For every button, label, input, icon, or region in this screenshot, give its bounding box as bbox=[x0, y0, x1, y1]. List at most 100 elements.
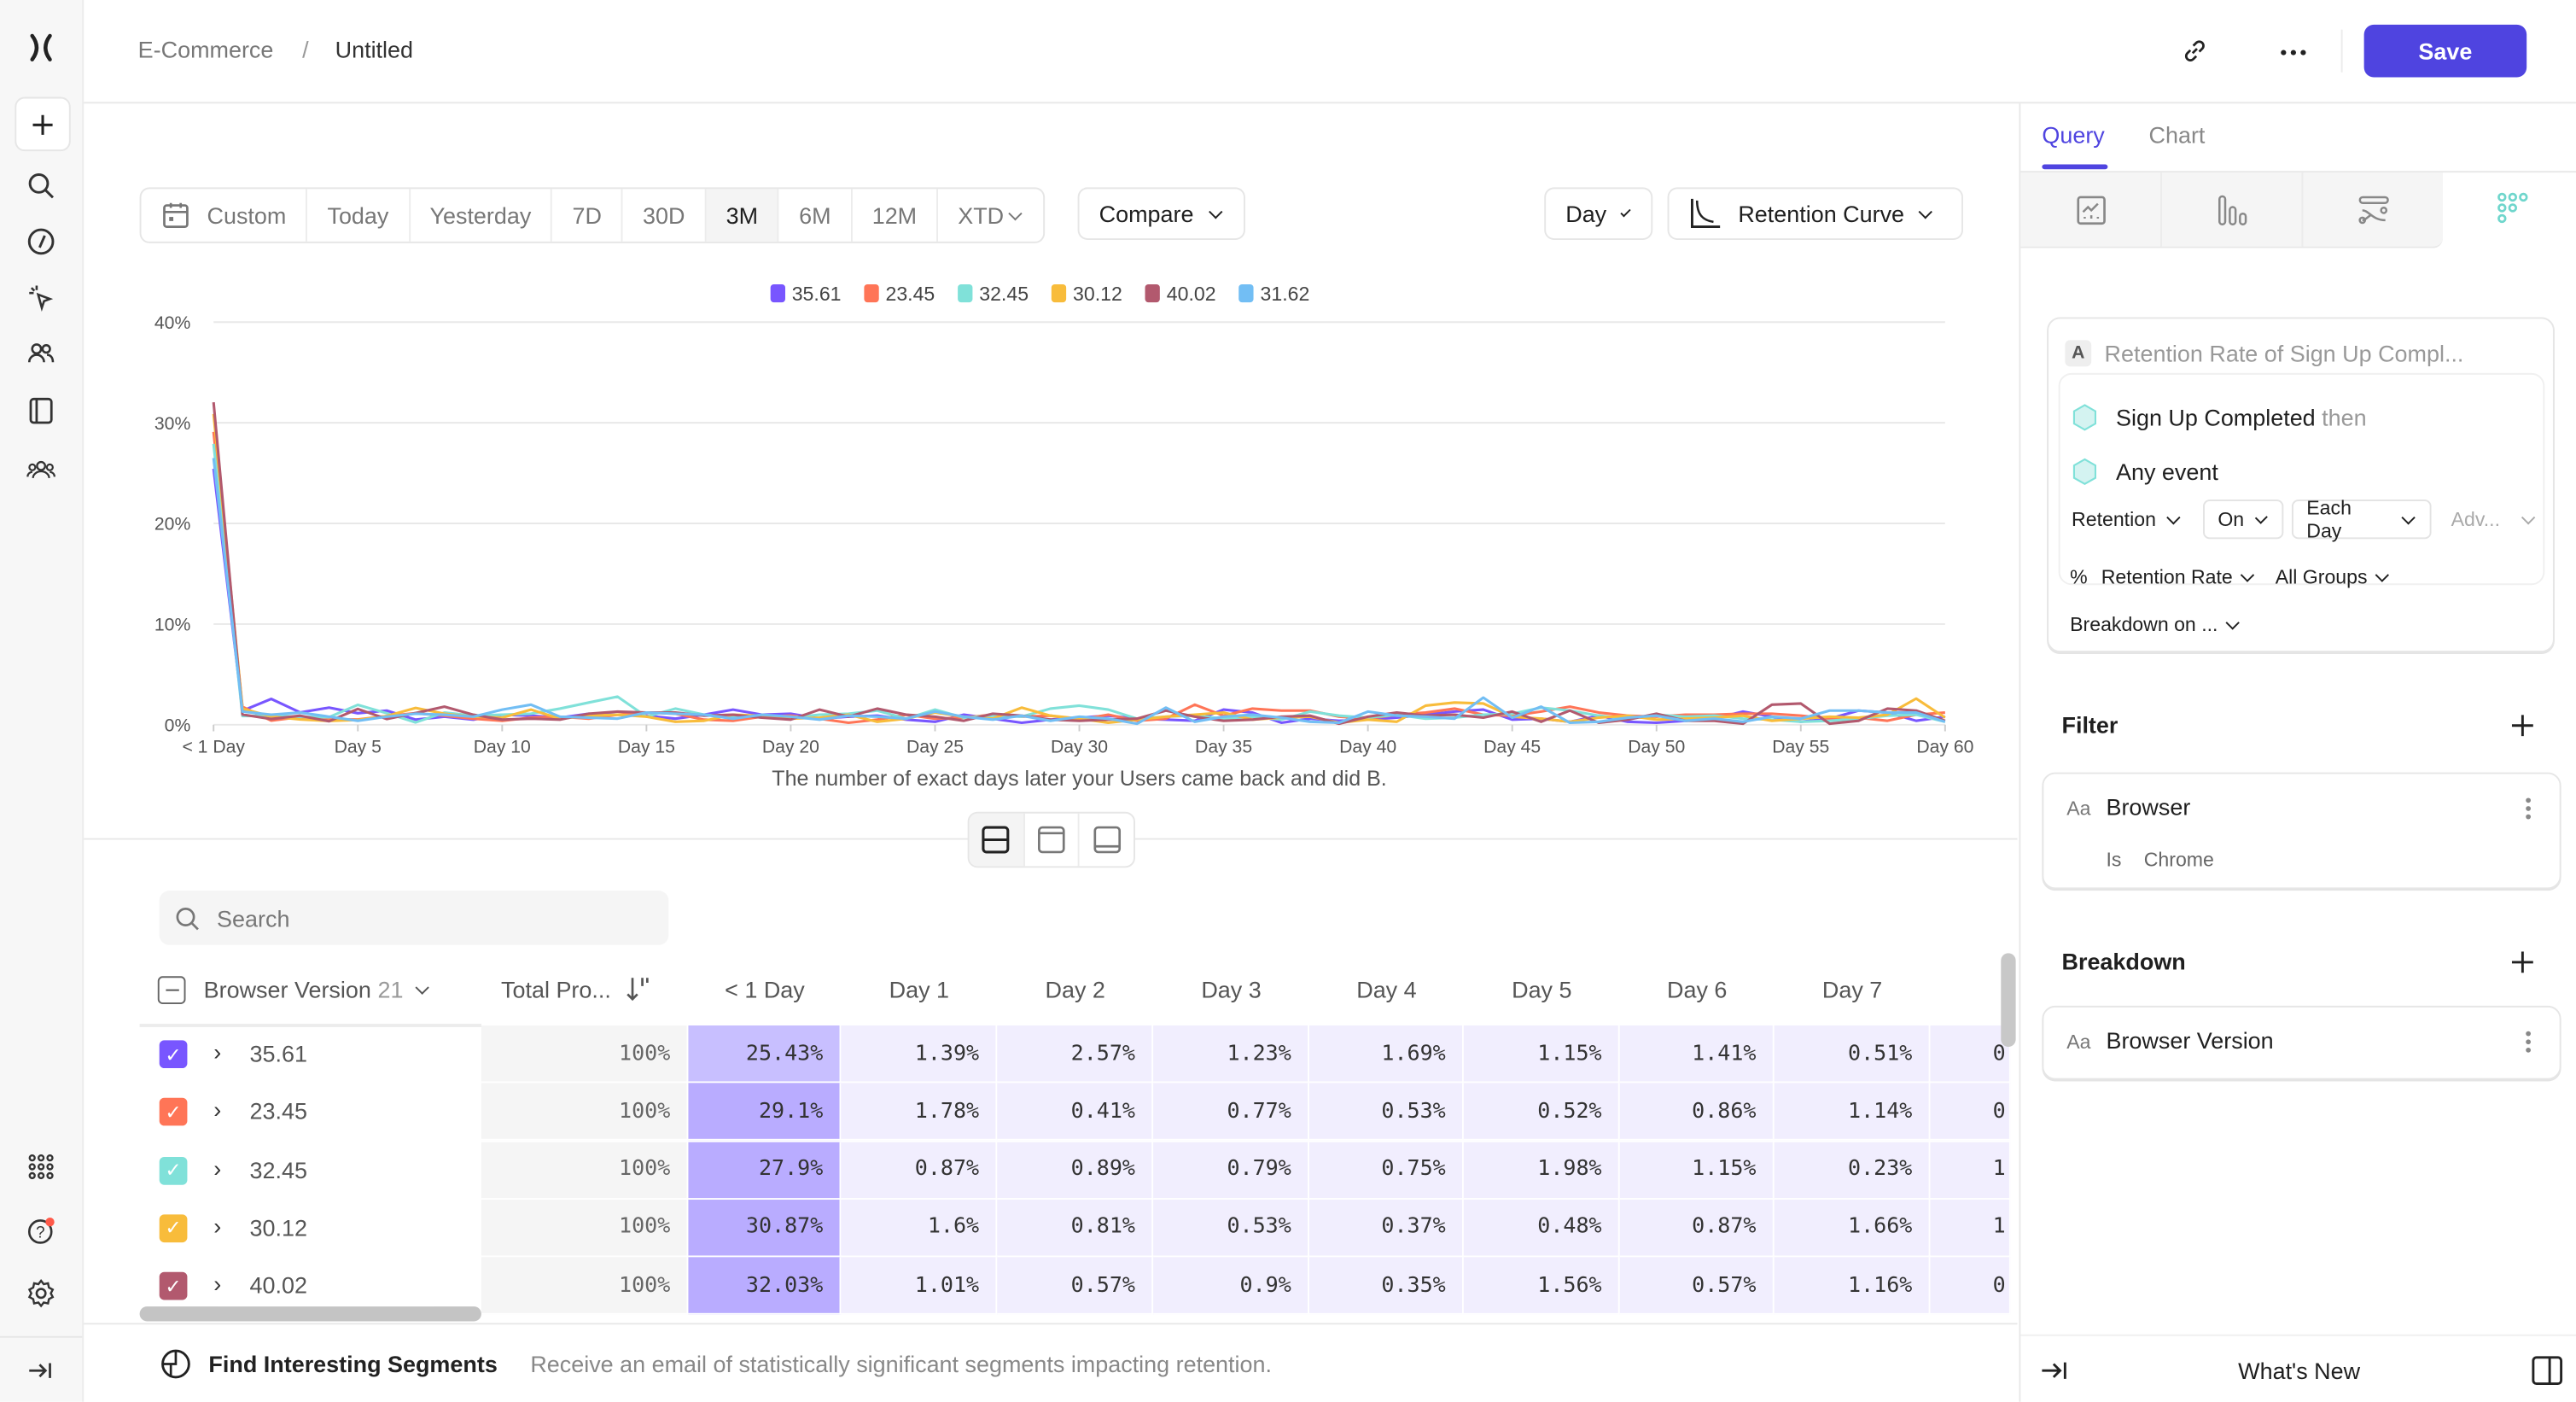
series-line-31.62[interactable] bbox=[212, 458, 1946, 726]
date-range-6m[interactable]: 6M bbox=[779, 189, 853, 242]
series-line-23.45[interactable] bbox=[212, 431, 1945, 725]
row-checkbox[interactable]: ✓ bbox=[159, 1156, 188, 1184]
breadcrumb-project[interactable]: E-Commerce bbox=[137, 36, 274, 63]
compare-dropdown[interactable]: Compare bbox=[1077, 187, 1245, 241]
book-icon[interactable] bbox=[21, 391, 61, 430]
row-checkbox[interactable]: ✓ bbox=[159, 1098, 188, 1126]
link-icon[interactable] bbox=[2180, 36, 2212, 68]
search-input[interactable] bbox=[213, 903, 632, 933]
breadcrumb-report[interactable]: Untitled bbox=[335, 36, 414, 63]
layout-split-button[interactable] bbox=[969, 813, 1025, 867]
each-day-dropdown[interactable]: Each Day bbox=[2291, 496, 2432, 542]
help-icon[interactable]: ? bbox=[21, 1212, 61, 1251]
date-range-12m[interactable]: 12M bbox=[853, 189, 939, 242]
insights-button[interactable] bbox=[2020, 172, 2162, 247]
sort-descending-icon[interactable] bbox=[624, 976, 650, 1002]
retention-type-dropdown[interactable]: Retention bbox=[2072, 508, 2183, 531]
expand-row-chevron-icon[interactable]: › bbox=[213, 1271, 222, 1297]
funnels-button[interactable] bbox=[2162, 172, 2304, 247]
day-column-header[interactable]: Day 6 bbox=[1666, 976, 1728, 1003]
expand-row-chevron-icon[interactable]: › bbox=[213, 1212, 222, 1240]
horizontal-scrollbar[interactable] bbox=[139, 1306, 481, 1322]
date-range-3m[interactable]: 3M bbox=[706, 189, 780, 242]
kebab-menu-icon[interactable] bbox=[2523, 1029, 2533, 1055]
measure-dropdown[interactable]: Retention Rate bbox=[2101, 565, 2256, 588]
create-new-button[interactable] bbox=[15, 96, 71, 152]
day-column-header[interactable]: Day 1 bbox=[889, 976, 950, 1003]
day-column-header[interactable]: Day 5 bbox=[1512, 976, 1572, 1003]
add-breakdown-icon[interactable] bbox=[2511, 951, 2533, 973]
retention-button[interactable] bbox=[2497, 192, 2530, 233]
tab-query[interactable]: Query bbox=[2042, 121, 2105, 149]
series-line-30.12[interactable] bbox=[212, 413, 1946, 725]
footer-divider bbox=[84, 1323, 2018, 1325]
date-range-xtd[interactable]: XTD bbox=[938, 189, 1043, 242]
metric-title[interactable]: Retention Rate of Sign Up Compl... bbox=[2104, 340, 2464, 367]
groups-dropdown[interactable]: All Groups bbox=[2276, 565, 2391, 588]
more-options-icon[interactable] bbox=[2276, 36, 2311, 68]
day-column-header[interactable]: Day 2 bbox=[1045, 976, 1105, 1003]
date-range-yesterday[interactable]: Yesterday bbox=[410, 189, 553, 242]
day-column-header[interactable]: Day 3 bbox=[1201, 976, 1262, 1003]
search-icon[interactable] bbox=[21, 166, 61, 205]
filter-card[interactable]: Aa Browser Is Chrome bbox=[2042, 772, 2561, 890]
find-segments-bar[interactable]: Find Interesting Segments Receive an ema… bbox=[160, 1347, 1272, 1380]
breakdown-card[interactable]: Aa Browser Version bbox=[2042, 1005, 2561, 1080]
series-line-40.02[interactable] bbox=[212, 402, 1946, 726]
layout-chart-button[interactable] bbox=[1024, 813, 1081, 867]
group-icon[interactable] bbox=[21, 450, 61, 489]
legend-item[interactable]: 35.61 bbox=[770, 283, 842, 306]
breakdown-on-dropdown[interactable]: Breakdown on ... bbox=[2070, 613, 2241, 636]
group-by-header[interactable]: Browser Version 21 bbox=[204, 976, 430, 1002]
expand-row-chevron-icon[interactable]: › bbox=[213, 1154, 222, 1182]
filter-value[interactable]: Chrome bbox=[2143, 848, 2214, 872]
save-button[interactable]: Save bbox=[2363, 24, 2527, 78]
kebab-menu-icon[interactable] bbox=[2523, 796, 2533, 822]
panel-layout-icon[interactable] bbox=[2532, 1356, 2563, 1386]
date-range-7d[interactable]: 7D bbox=[552, 189, 623, 242]
legend-item[interactable]: 23.45 bbox=[864, 283, 935, 306]
date-range-custom[interactable]: Custom bbox=[142, 189, 308, 242]
tab-chart[interactable]: Chart bbox=[2148, 121, 2206, 149]
logo-icon[interactable] bbox=[21, 28, 61, 67]
vertical-scrollbar[interactable] bbox=[2001, 953, 2016, 1048]
legend-item[interactable]: 40.02 bbox=[1145, 283, 1216, 306]
advanced-dropdown[interactable]: Adv... bbox=[2451, 508, 2537, 531]
layout-table-button[interactable] bbox=[1080, 814, 1134, 867]
day-column-header[interactable]: Day 7 bbox=[1821, 976, 1883, 1003]
total-header[interactable]: Total Pro... bbox=[501, 976, 650, 1002]
whats-new-link[interactable]: What's New bbox=[2238, 1357, 2361, 1384]
expand-icon[interactable] bbox=[21, 1351, 61, 1390]
row-checkbox[interactable]: ✓ bbox=[159, 1040, 188, 1069]
y-tick-label: 20% bbox=[154, 515, 191, 535]
on-dropdown[interactable]: On bbox=[2203, 499, 2284, 540]
filter-operator[interactable]: Is bbox=[2106, 848, 2122, 872]
row-checkbox[interactable]: ✓ bbox=[159, 1272, 188, 1300]
compass-icon[interactable] bbox=[21, 222, 61, 261]
row-checkbox[interactable]: ✓ bbox=[159, 1214, 188, 1242]
day-column-header[interactable]: < 1 Day bbox=[725, 976, 805, 1003]
date-range-today[interactable]: Today bbox=[307, 189, 411, 242]
cursor-click-icon[interactable] bbox=[21, 277, 61, 317]
interval-dropdown[interactable]: Day bbox=[1544, 187, 1653, 241]
day-column-header[interactable]: Day 4 bbox=[1356, 976, 1417, 1003]
expand-row-chevron-icon[interactable]: › bbox=[213, 1096, 222, 1124]
gear-icon[interactable] bbox=[21, 1274, 61, 1313]
event-a[interactable]: Sign Up Completed then bbox=[2116, 404, 2367, 430]
select-all-checkbox[interactable] bbox=[157, 976, 186, 1004]
grid-icon[interactable] bbox=[21, 1147, 61, 1186]
chart-type-dropdown[interactable]: Retention Curve bbox=[1667, 187, 1964, 241]
legend-item[interactable]: 30.12 bbox=[1051, 283, 1122, 306]
event-b[interactable]: Any event bbox=[2116, 458, 2218, 485]
legend-item[interactable]: 31.62 bbox=[1238, 283, 1309, 306]
expand-row-chevron-icon[interactable]: › bbox=[213, 1038, 222, 1066]
date-range-30d[interactable]: 30D bbox=[623, 189, 707, 242]
series-line-35.61[interactable] bbox=[212, 468, 1946, 725]
users-icon[interactable] bbox=[21, 334, 61, 373]
percent-icon: % bbox=[2070, 565, 2088, 589]
flows-button[interactable] bbox=[2303, 172, 2443, 247]
legend-item[interactable]: 32.45 bbox=[958, 283, 1029, 306]
collapse-panel-icon[interactable] bbox=[2040, 1358, 2070, 1384]
add-filter-icon[interactable] bbox=[2511, 715, 2533, 737]
series-line-32.45[interactable] bbox=[212, 443, 1946, 724]
